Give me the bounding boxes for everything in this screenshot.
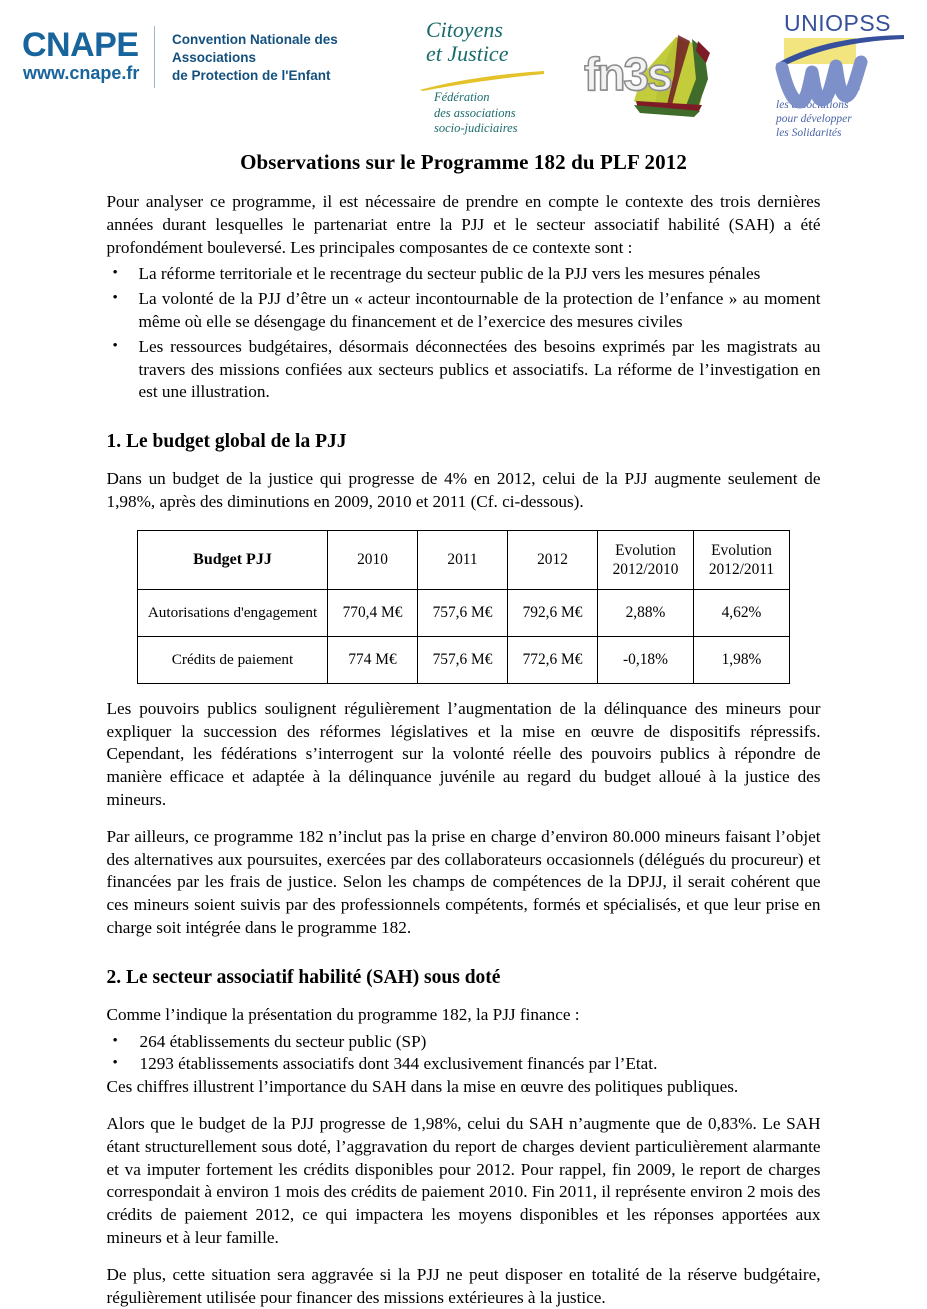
budget-pjj-table: Budget PJJ 2010 2011 2012 Evolution 2012… — [137, 529, 790, 684]
citoyens-justice-subtitle: Fédération des associations socio-judici… — [434, 90, 518, 137]
list-item: Les ressources budgétaires, désormais dé… — [107, 335, 821, 404]
table-cell-2012: 792,6 M€ — [507, 588, 598, 637]
citoyens-justice-line2: et Justice — [426, 41, 509, 66]
budget-table-wrapper: Budget PJJ 2010 2011 2012 Evolution 2012… — [107, 529, 821, 684]
document-body: Observations sur le Programme 182 du PLF… — [0, 150, 927, 1309]
citoyens-justice-title: Citoyens et Justice — [418, 18, 548, 66]
section-2-heading: 2. Le secteur associatif habilité (SAH) … — [106, 966, 501, 988]
section-1-intro-paragraph: Dans un budget de la justice qui progres… — [106, 469, 821, 511]
citoyens-justice-sub3: socio-judiciaires — [434, 121, 518, 135]
evolution-2012-2011-line2: 2012/2011 — [708, 560, 775, 578]
table-cell-2010: 770,4 M€ — [327, 588, 418, 637]
logo-fn3s: fn3s — [580, 35, 725, 120]
table-cell-2011: 757,6 M€ — [417, 635, 508, 684]
uniopss-script-line3: pour développer — [776, 113, 852, 125]
table-cell-row-label: Crédits de paiement — [137, 635, 328, 684]
citoyens-justice-sub1: Fédération — [434, 90, 490, 104]
list-item: 264 établissements du secteur public (SP… — [107, 1030, 821, 1054]
evolution-2012-2010-line2: 2012/2010 — [612, 560, 679, 578]
fn3s-wordmark: fn3s — [583, 48, 673, 100]
section-2-paragraph-1: Alors que le budget de la PJJ progresse … — [106, 1113, 821, 1247]
body-column: Pour analyser ce programme, il est néces… — [107, 191, 821, 1309]
table-cell-row-label: Autorisations d'engagement — [137, 588, 328, 637]
evolution-2012-2011-line1: Evolution — [711, 541, 772, 559]
list-item: 1293 établissements associatifs dont 344… — [107, 1052, 821, 1076]
uniopss-script-line4: les Solidarités — [776, 127, 842, 139]
list-item: La volonté de la PJJ d’être un « acteur … — [107, 287, 821, 334]
table-header-row: Budget PJJ 2010 2011 2012 Evolution 2012… — [137, 529, 790, 590]
cnape-divider — [154, 26, 155, 88]
citoyens-justice-line1: Citoyens — [426, 17, 503, 42]
intro-bullet-list: La réforme territoriale et le recentrage… — [107, 262, 821, 404]
table-cell-2012: 772,6 M€ — [507, 635, 598, 684]
table-header-cell-2012: 2012 — [507, 529, 598, 590]
cnape-wordmark: CNAPE — [22, 26, 139, 64]
section-2-after-bullets: Ces chiffres illustrent l’importance du … — [106, 1077, 739, 1097]
table-row: Crédits de paiement 774 M€ 757,6 M€ 772,… — [137, 635, 790, 684]
evolution-2012-2010-line1: Evolution — [615, 541, 676, 559]
section-1-heading: 1. Le budget global de la PJJ — [106, 431, 347, 453]
section-2-intro-paragraph: Comme l’indique la présentation du progr… — [106, 1004, 580, 1024]
section-1-paragraph-2: Les pouvoirs publics soulignent régulièr… — [106, 698, 821, 809]
intro-paragraph: Pour analyser ce programme, il est néces… — [106, 192, 821, 257]
table-cell-2010: 774 M€ — [327, 635, 418, 684]
section-1-paragraph-3: Par ailleurs, ce programme 182 n’inclut … — [106, 826, 821, 937]
table-cell-ev-2012-2011: 1,98% — [693, 635, 790, 684]
header-logo-band: CNAPE www.cnape.fr Convention Nationale … — [0, 0, 927, 150]
table-cell-ev-2012-2010: -0,18% — [597, 635, 694, 684]
logo-uniopss: UNIOPSS Unir les associations pour dével… — [762, 12, 912, 142]
table-header-cell-2011: 2011 — [417, 529, 508, 590]
table-row: Autorisations d'engagement 770,4 M€ 757,… — [137, 588, 790, 637]
table-header-cell-2010: 2010 — [327, 529, 418, 590]
list-item: La réforme territoriale et le recentrage… — [107, 262, 821, 286]
uniopss-wordmark: UNIOPSS — [784, 10, 892, 36]
table-cell-ev-2012-2010: 2,88% — [597, 588, 694, 637]
cnape-tagline: Convention Nationale des Associations de… — [172, 31, 422, 85]
cnape-tagline-line2: de Protection de l'Enfant — [172, 68, 331, 83]
table-header-cell-evolution-2012-2011: Evolution 2012/2011 — [693, 529, 790, 590]
table-header-cell-evolution-2012-2010: Evolution 2012/2010 — [597, 529, 694, 590]
citoyens-justice-swoosh-icon — [418, 70, 546, 92]
section-2-paragraph-2: De plus, cette situation sera aggravée s… — [106, 1264, 821, 1307]
table-cell-2011: 757,6 M€ — [417, 588, 508, 637]
citoyens-justice-sub2: des associations — [434, 105, 516, 120]
cnape-tagline-line1: Convention Nationale des Associations — [172, 32, 338, 65]
table-header-cell-label: Budget PJJ — [137, 529, 328, 590]
cnape-url-text: www.cnape.fr — [23, 63, 140, 83]
page-title: Observations sur le Programme 182 du PLF… — [240, 150, 687, 174]
uniopss-mark-icon — [775, 35, 904, 109]
table-cell-ev-2012-2011: 4,62% — [693, 588, 790, 637]
logo-citoyens-et-justice: Citoyens et Justice Fédération des assoc… — [418, 18, 548, 138]
section-2-bullet-list: 264 établissements du secteur public (SP… — [107, 1030, 821, 1077]
logo-cnape: CNAPE www.cnape.fr Convention Nationale … — [22, 26, 392, 90]
